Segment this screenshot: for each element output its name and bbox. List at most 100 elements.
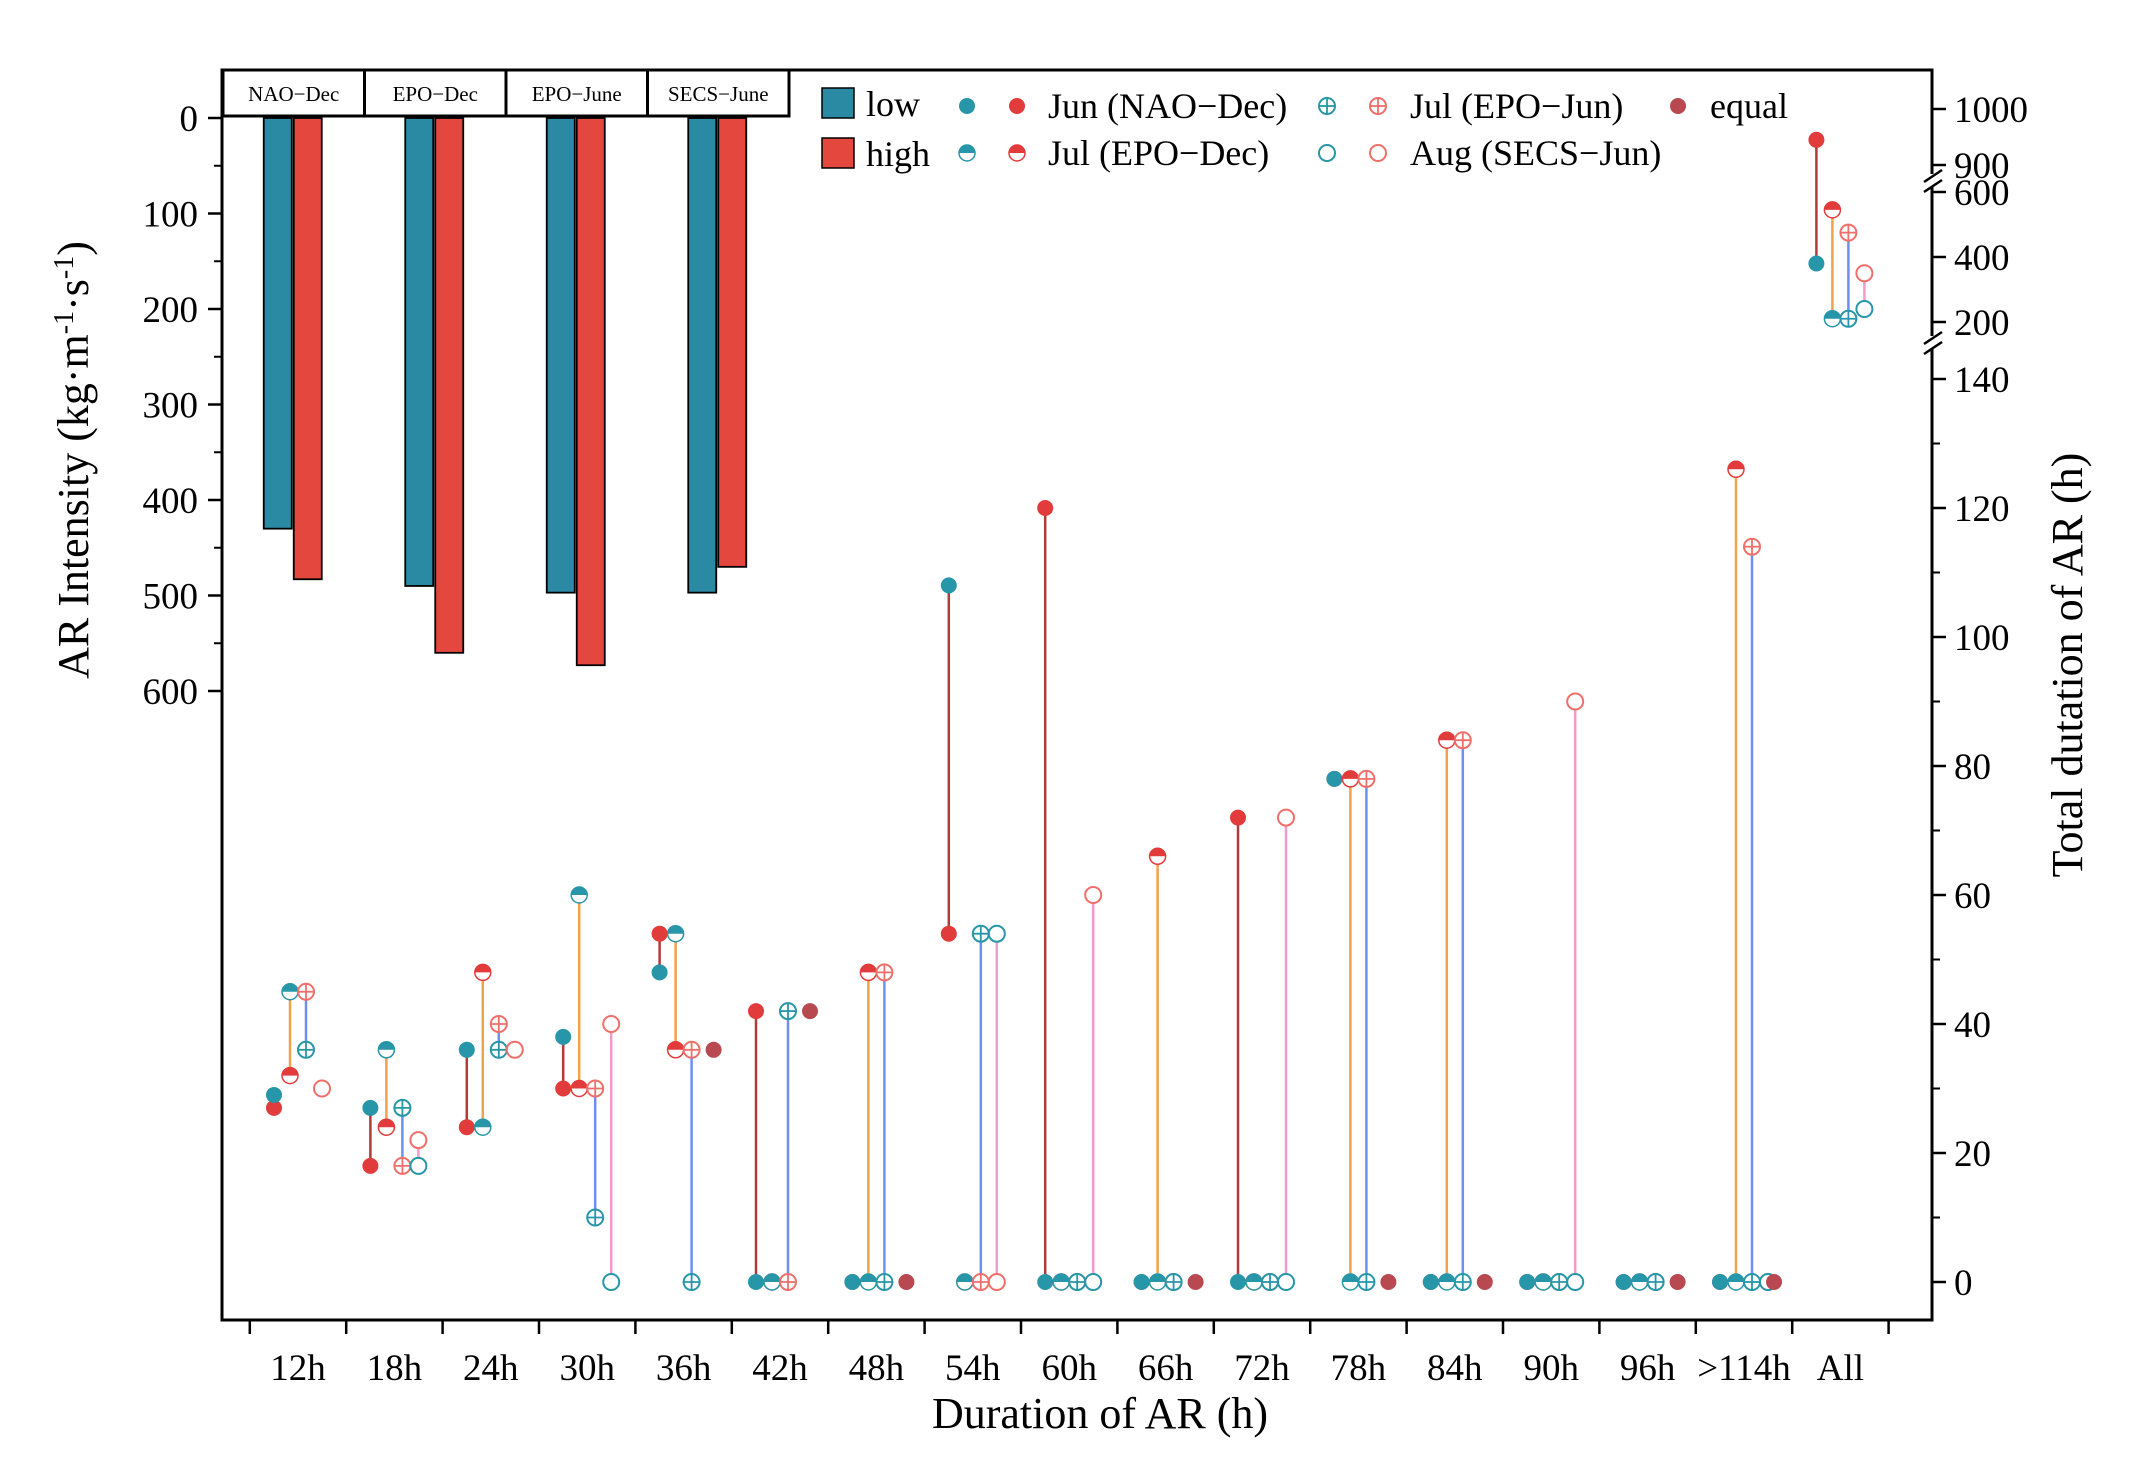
data-point bbox=[940, 577, 957, 594]
data-point bbox=[555, 1080, 572, 1097]
data-point bbox=[705, 1041, 722, 1058]
right-tick-label: 80 bbox=[1954, 747, 1991, 788]
data-point-half bbox=[571, 1080, 588, 1089]
legend-label-jun-nao-dec: Jun (NAO−Dec) bbox=[1048, 86, 1287, 126]
data-point bbox=[505, 1040, 524, 1059]
legend: low high Jun (NAO−Dec) Jul (EPO−Dec) Jul… bbox=[821, 84, 1788, 174]
data-point-half bbox=[860, 964, 877, 973]
data-point bbox=[458, 1119, 475, 1136]
data-point-half bbox=[474, 1119, 491, 1128]
x-tick-label: >114h bbox=[1697, 1348, 1791, 1389]
data-point-half bbox=[667, 1041, 684, 1050]
x-axis-title: Duration of AR (h) bbox=[932, 1389, 1268, 1438]
x-tick-label: 12h bbox=[270, 1348, 326, 1389]
data-point-half bbox=[474, 964, 491, 973]
data-point-half bbox=[1246, 1274, 1262, 1282]
right-tick-label: 140 bbox=[1954, 360, 2010, 401]
x-tick-label: 30h bbox=[559, 1348, 615, 1389]
data-point bbox=[1855, 300, 1874, 318]
x-tick-label: 78h bbox=[1331, 1348, 1387, 1389]
data-point bbox=[1037, 500, 1054, 516]
right-tick-label: 600 bbox=[1954, 173, 2010, 214]
data-point-half bbox=[1053, 1274, 1070, 1282]
data-point bbox=[1133, 1274, 1150, 1290]
group-header-box bbox=[646, 68, 791, 118]
left-axis-title: AR Intensity (kg·m-1·s-1) bbox=[49, 241, 99, 679]
data-point bbox=[651, 964, 668, 981]
data-point-half bbox=[764, 1274, 780, 1282]
legend-swatch-low bbox=[821, 87, 855, 119]
data-point bbox=[602, 1015, 621, 1033]
legend-label-equal: equal bbox=[1710, 86, 1788, 126]
data-point bbox=[1369, 144, 1387, 162]
x-tick-label: 60h bbox=[1041, 1348, 1097, 1389]
data-point bbox=[266, 1086, 282, 1103]
group-header-box bbox=[504, 68, 649, 118]
data-point bbox=[1566, 692, 1585, 711]
data-point bbox=[1326, 770, 1343, 787]
intensity-bar bbox=[292, 117, 323, 581]
data-point bbox=[313, 1079, 331, 1098]
x-tick-label: 96h bbox=[1620, 1348, 1676, 1389]
x-tick-label: 36h bbox=[656, 1348, 712, 1389]
group-header-box bbox=[221, 68, 366, 118]
data-point bbox=[1009, 98, 1025, 114]
data-point bbox=[555, 1028, 572, 1045]
data-point bbox=[1230, 809, 1246, 826]
intensity-bar bbox=[717, 117, 748, 568]
data-point bbox=[602, 1273, 621, 1291]
data-point bbox=[1766, 1274, 1782, 1290]
right-tick-label: 1000 bbox=[1954, 90, 2028, 131]
data-point bbox=[1669, 1274, 1686, 1290]
left-tick-label: 200 bbox=[143, 290, 199, 331]
left-axis: 0 100 200 300 400 500 600 bbox=[143, 99, 222, 713]
axis-break-mark bbox=[1923, 168, 1943, 184]
data-point bbox=[1277, 808, 1295, 827]
data-point bbox=[362, 1157, 379, 1174]
data-point bbox=[844, 1274, 861, 1290]
data-point bbox=[1808, 255, 1825, 272]
data-point bbox=[1476, 1274, 1493, 1290]
data-point-half bbox=[667, 925, 684, 934]
right-tick-label: 0 bbox=[1954, 1263, 1973, 1304]
data-point-half bbox=[1438, 1274, 1455, 1282]
data-point-half bbox=[1342, 770, 1359, 779]
intensity-bars bbox=[262, 117, 748, 667]
x-tick-label: All bbox=[1817, 1348, 1864, 1389]
data-point bbox=[1037, 1274, 1054, 1290]
data-point bbox=[1670, 98, 1686, 114]
right-axis-title: Total dutation of AR (h) bbox=[2043, 453, 2092, 878]
intensity-bar bbox=[434, 117, 465, 654]
data-point-half bbox=[378, 1041, 395, 1050]
x-axis: 12h 18h 24h 30h 36h 42h 48h 54h 60h 66h 72h 78h 84h 9… bbox=[248, 1320, 1890, 1389]
data-point bbox=[959, 98, 975, 114]
intensity-bar bbox=[545, 117, 576, 594]
axis-break-mark bbox=[1923, 178, 1943, 194]
data-point bbox=[1380, 1274, 1397, 1290]
legend-label-low: low bbox=[866, 84, 920, 124]
left-tick-label: 100 bbox=[143, 195, 199, 236]
data-point bbox=[1084, 1273, 1103, 1291]
left-tick-label: 300 bbox=[143, 386, 199, 427]
data-point bbox=[898, 1274, 915, 1290]
data-point bbox=[409, 1156, 428, 1175]
right-tick-label: 20 bbox=[1954, 1134, 1991, 1175]
group-header-label: EPO−June bbox=[532, 82, 622, 106]
data-point bbox=[1422, 1274, 1439, 1290]
data-point-half bbox=[959, 145, 975, 153]
right-tick-label: 120 bbox=[1954, 489, 2010, 530]
x-tick-label: 90h bbox=[1523, 1348, 1579, 1389]
data-point-half bbox=[956, 1274, 973, 1282]
x-tick-label: 42h bbox=[752, 1348, 808, 1389]
data-point bbox=[1712, 1274, 1728, 1290]
left-tick-label: 600 bbox=[143, 672, 199, 713]
data-point bbox=[1187, 1274, 1204, 1290]
group-header-box bbox=[363, 68, 508, 118]
plot-frame bbox=[220, 68, 1934, 1322]
right-tick-label: 200 bbox=[1954, 303, 2010, 344]
data-point-half bbox=[1728, 1274, 1744, 1282]
group-header-label: NAO−Dec bbox=[248, 82, 339, 106]
data-point-half bbox=[1149, 848, 1166, 857]
intensity-bar bbox=[404, 117, 435, 587]
